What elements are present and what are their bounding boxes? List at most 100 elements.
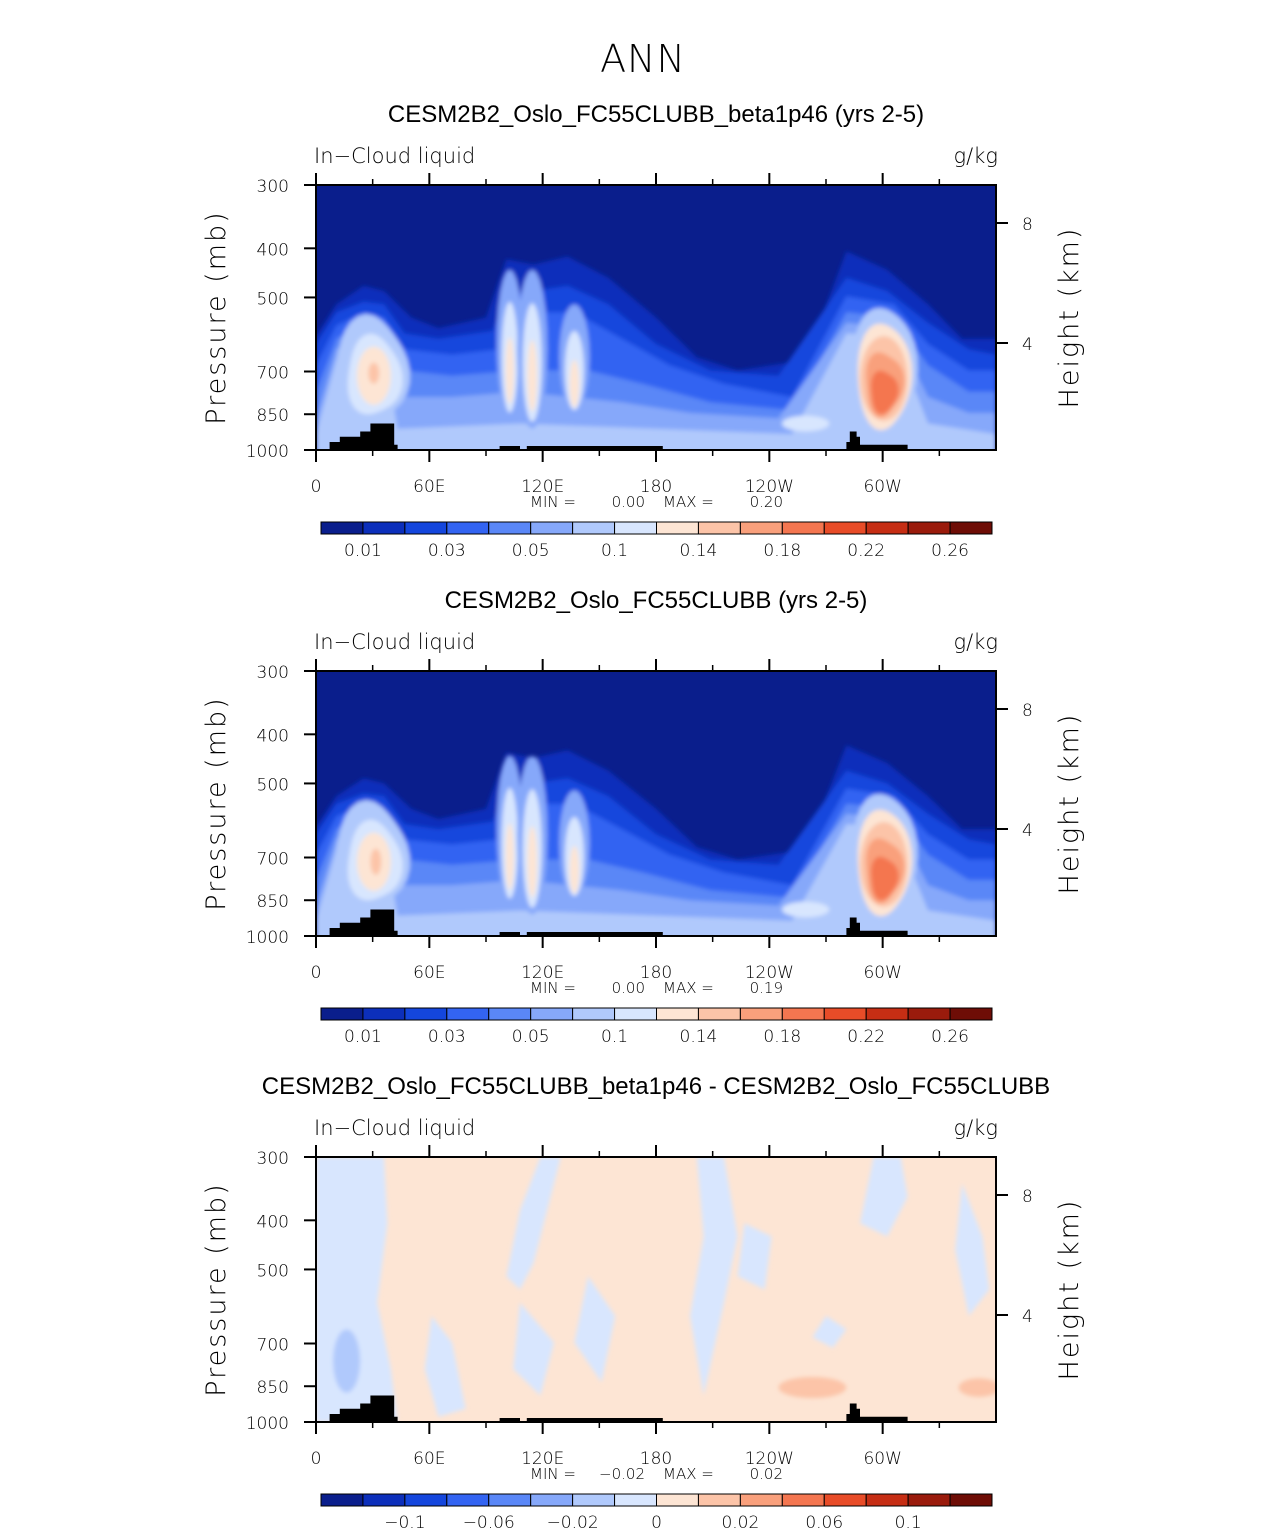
contour-field (316, 671, 996, 936)
x-tick-label: 0 (311, 963, 322, 983)
colorbar-swatch (949, 521, 993, 535)
diff-negative-3 (424, 1316, 466, 1417)
right-label: g/kg (954, 1116, 998, 1140)
cell-right-peak (871, 856, 899, 901)
diff-negative-1 (506, 1157, 561, 1290)
y2-axis-label: Height (km) (1054, 227, 1085, 409)
y-tick-label: 850 (257, 892, 289, 912)
min-label: MIN = (530, 1465, 576, 1483)
y-tick-label: 400 (257, 240, 289, 260)
colorbar: 0.01 0.03 0.05 0.1 0.14 0.18 0.22 0.26 (320, 1007, 993, 1047)
colorbar-swatch (320, 1493, 364, 1507)
diff-positive-0 (778, 1376, 847, 1399)
colorbar-label: 0.26 (931, 541, 969, 561)
topography-mask (329, 909, 908, 936)
left-label: In−Cloud liquid (314, 630, 475, 654)
cell-right-peak (871, 370, 899, 415)
max-label: MAX = (663, 979, 714, 997)
colorbar-swatch (907, 521, 951, 535)
colorbar: −0.1 −0.06 −0.02 0 0.02 0.06 0.1 (320, 1493, 993, 1531)
y2-tick-label: 4 (1022, 821, 1033, 841)
y-tick-label: 400 (257, 726, 289, 746)
colorbar-swatch (446, 1493, 490, 1507)
colorbar-swatch (697, 1007, 741, 1021)
colorbar-swatch (530, 1493, 574, 1507)
y-tick-label: 400 (257, 1212, 289, 1232)
x-tick-label: 60W (863, 477, 901, 497)
colorbar-label: 0.03 (428, 541, 466, 561)
x-tick-label: 180 (640, 963, 672, 983)
panel-title: CESM2B2_Oslo_FC55CLUBB (yrs 2-5) (445, 587, 868, 614)
figure-title: ANN (600, 37, 686, 81)
colorbar-swatch (697, 521, 741, 535)
colorbar-swatch (404, 521, 448, 535)
colorbar-swatch (572, 1007, 616, 1021)
colorbar-swatch (362, 1007, 406, 1021)
y2-tick-label: 8 (1022, 701, 1033, 721)
colorbar-swatch (572, 1493, 616, 1507)
min-value: 0.00 (612, 493, 645, 511)
colorbar-label: 0.01 (344, 541, 382, 561)
y-tick-label: 1000 (246, 442, 289, 462)
colorbar-swatch (488, 521, 532, 535)
max-label: MAX = (663, 493, 714, 511)
colorbar-swatch (739, 1493, 783, 1507)
colorbar-label: 0.06 (805, 1513, 843, 1531)
y-axis-label: Pressure (mb) (201, 210, 232, 424)
diff-negative-6 (860, 1157, 908, 1237)
y2-tick-label: 8 (1022, 1187, 1033, 1207)
x-tick-label: 60E (413, 477, 445, 497)
colorbar-swatch (739, 521, 783, 535)
y-axis-label: Pressure (mb) (201, 1182, 232, 1396)
colorbar-swatch (404, 1007, 448, 1021)
y2-tick-label: 8 (1022, 215, 1033, 235)
colorbar-swatch (865, 1007, 909, 1021)
diff-positive-1 (958, 1378, 996, 1397)
y-tick-label: 700 (257, 849, 289, 869)
y-tick-label: 700 (257, 1335, 289, 1355)
topography-mask (329, 1395, 908, 1422)
colorbar-swatch (656, 521, 699, 535)
diff-negative-9 (812, 1316, 847, 1348)
colorbar-label: 0.1 (601, 541, 628, 561)
y-tick-label: 300 (257, 663, 289, 683)
x-tick-label: 120W (745, 963, 794, 983)
shallow-band (781, 901, 830, 918)
colorbar-swatch (530, 1007, 574, 1021)
colorbar: 0.01 0.03 0.05 0.1 0.14 0.18 0.22 0.26 (320, 521, 993, 561)
x-tick-label: 60E (413, 1449, 445, 1469)
colorbar-label: 0.05 (512, 1027, 550, 1047)
colorbar-swatch (865, 1493, 909, 1507)
x-tick-label: 0 (311, 477, 322, 497)
contour-layers (316, 1157, 996, 1422)
colorbar-label: 0.1 (895, 1513, 922, 1531)
colorbar-swatch (865, 521, 909, 535)
y-tick-label: 1000 (246, 1414, 289, 1434)
max-value: 0.02 (750, 1465, 783, 1483)
colorbar-swatch (488, 1007, 532, 1021)
colorbar-swatch (949, 1493, 993, 1507)
y-tick-label: 1000 (246, 928, 289, 948)
min-label: MIN = (530, 979, 576, 997)
x-tick-label: 120E (521, 477, 564, 497)
colorbar-swatch (404, 1493, 448, 1507)
colorbar-swatch (320, 521, 364, 535)
y2-tick-label: 4 (1022, 1307, 1033, 1327)
colorbar-swatch (781, 1493, 825, 1507)
colorbar-swatch (739, 1007, 783, 1021)
colorbar-swatch (949, 1007, 993, 1021)
tower-center-2 (569, 845, 580, 894)
colorbar-label: 0.14 (680, 1027, 718, 1047)
colorbar-swatch (446, 1007, 490, 1021)
colorbar-label: 0.22 (847, 541, 885, 561)
tower-center-1 (527, 340, 537, 412)
y-tick-label: 850 (257, 1378, 289, 1398)
colorbar-label: 0.26 (931, 1027, 969, 1047)
colorbar-swatch (614, 1493, 657, 1507)
colorbar-swatch (823, 1493, 867, 1507)
panel-2: CESM2B2_Oslo_FC55CLUBB_beta1p46 - CESM2B… (201, 1073, 1085, 1531)
y-tick-label: 500 (257, 775, 289, 795)
min-label: MIN = (530, 493, 576, 511)
diff-negative-core (333, 1329, 361, 1393)
